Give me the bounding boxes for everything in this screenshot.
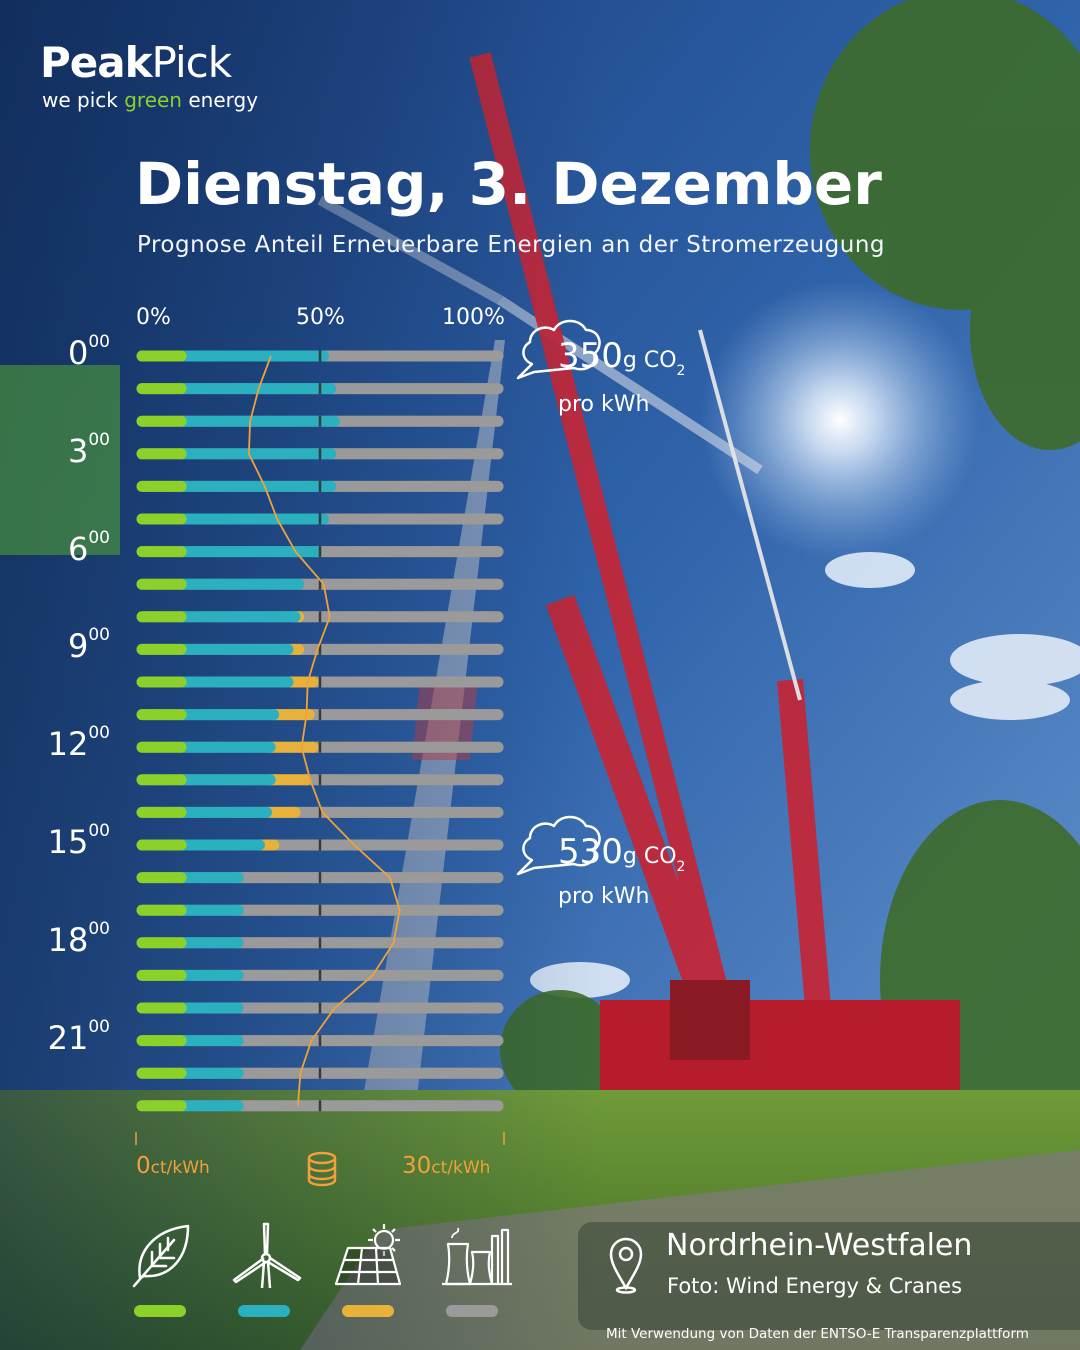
axis-tick-50: 50% [296, 305, 345, 330]
hour-minutes: 00 [88, 1016, 110, 1037]
hour-label-15: 1500 [0, 821, 110, 861]
hour-label-9: 900 [0, 625, 110, 666]
page-title: Dienstag, 3. Dezember [135, 150, 882, 218]
leaf-icon [132, 1224, 190, 1288]
hour-value: 6 [68, 529, 89, 568]
hour-value: 21 [47, 1018, 89, 1057]
price-axis-min: 0ct/kWh [136, 1153, 210, 1179]
hour-label-3: 300 [0, 429, 110, 470]
hour-minutes: 00 [88, 918, 110, 939]
hour-label-12: 1200 [0, 723, 110, 764]
hour-value: 0 [68, 334, 89, 372]
brand-name-bold: Peak [40, 38, 153, 87]
hour-label-0: 000 [0, 332, 110, 372]
hour-label-18: 1800 [0, 918, 110, 959]
legend-bar-solar [342, 1305, 394, 1317]
hour-minutes: 00 [88, 723, 110, 744]
co2-value-15: 530g CO2 [558, 832, 686, 875]
tagline-green: green [124, 88, 182, 112]
axis-tick-0: 0% [136, 305, 171, 330]
photo-credit: Foto: Wind Energy & Cranes [667, 1274, 963, 1298]
page-subtitle: Prognose Anteil Erneuerbare Energien an … [137, 232, 885, 258]
location-name: Nordrhein-Westfalen [666, 1228, 973, 1263]
tagline-pre: we pick [42, 88, 125, 112]
axis-tick-100: 100% [442, 305, 505, 330]
hour-value: 15 [47, 823, 89, 861]
solar-panel-icon [334, 1224, 402, 1286]
tagline-post: energy [181, 88, 259, 112]
hour-value: 9 [68, 627, 89, 666]
hour-minutes: 00 [88, 821, 110, 841]
co2-value-0: 350g CO2 [558, 336, 686, 379]
location-panel [578, 1222, 1080, 1330]
hour-minutes: 00 [88, 332, 110, 352]
hour-value: 3 [68, 431, 89, 470]
price-line [247, 355, 401, 1106]
cloud-icon [516, 815, 601, 876]
data-source-footnote: Mit Verwendung von Daten der ENTSO-E Tra… [606, 1326, 1029, 1342]
hour-value: 18 [47, 920, 89, 959]
hour-label-21: 2100 [0, 1016, 110, 1057]
hour-value: 12 [47, 725, 89, 764]
coins-icon [307, 1151, 337, 1187]
brand-logo: PeakPick [40, 38, 232, 87]
legend-bar-wind [238, 1305, 290, 1317]
brand-tagline: we pick green energy [42, 88, 258, 112]
wind-turbine-icon [232, 1222, 302, 1288]
hour-label-6: 600 [0, 527, 110, 568]
cloud-icon [516, 319, 601, 380]
legend-bar-fossil [446, 1305, 498, 1317]
legend-bar-biomass [134, 1305, 186, 1317]
brand-name-light: Pick [151, 38, 232, 87]
co2-per-15: pro kWh [558, 884, 650, 909]
hour-minutes: 00 [88, 625, 110, 646]
map-pin-icon [609, 1237, 643, 1294]
power-plant-icon [442, 1227, 512, 1286]
co2-per-0: pro kWh [558, 392, 650, 417]
hour-minutes: 00 [88, 527, 110, 548]
hour-minutes: 00 [88, 429, 110, 450]
price-axis-max: 30ct/kWh [402, 1153, 491, 1179]
